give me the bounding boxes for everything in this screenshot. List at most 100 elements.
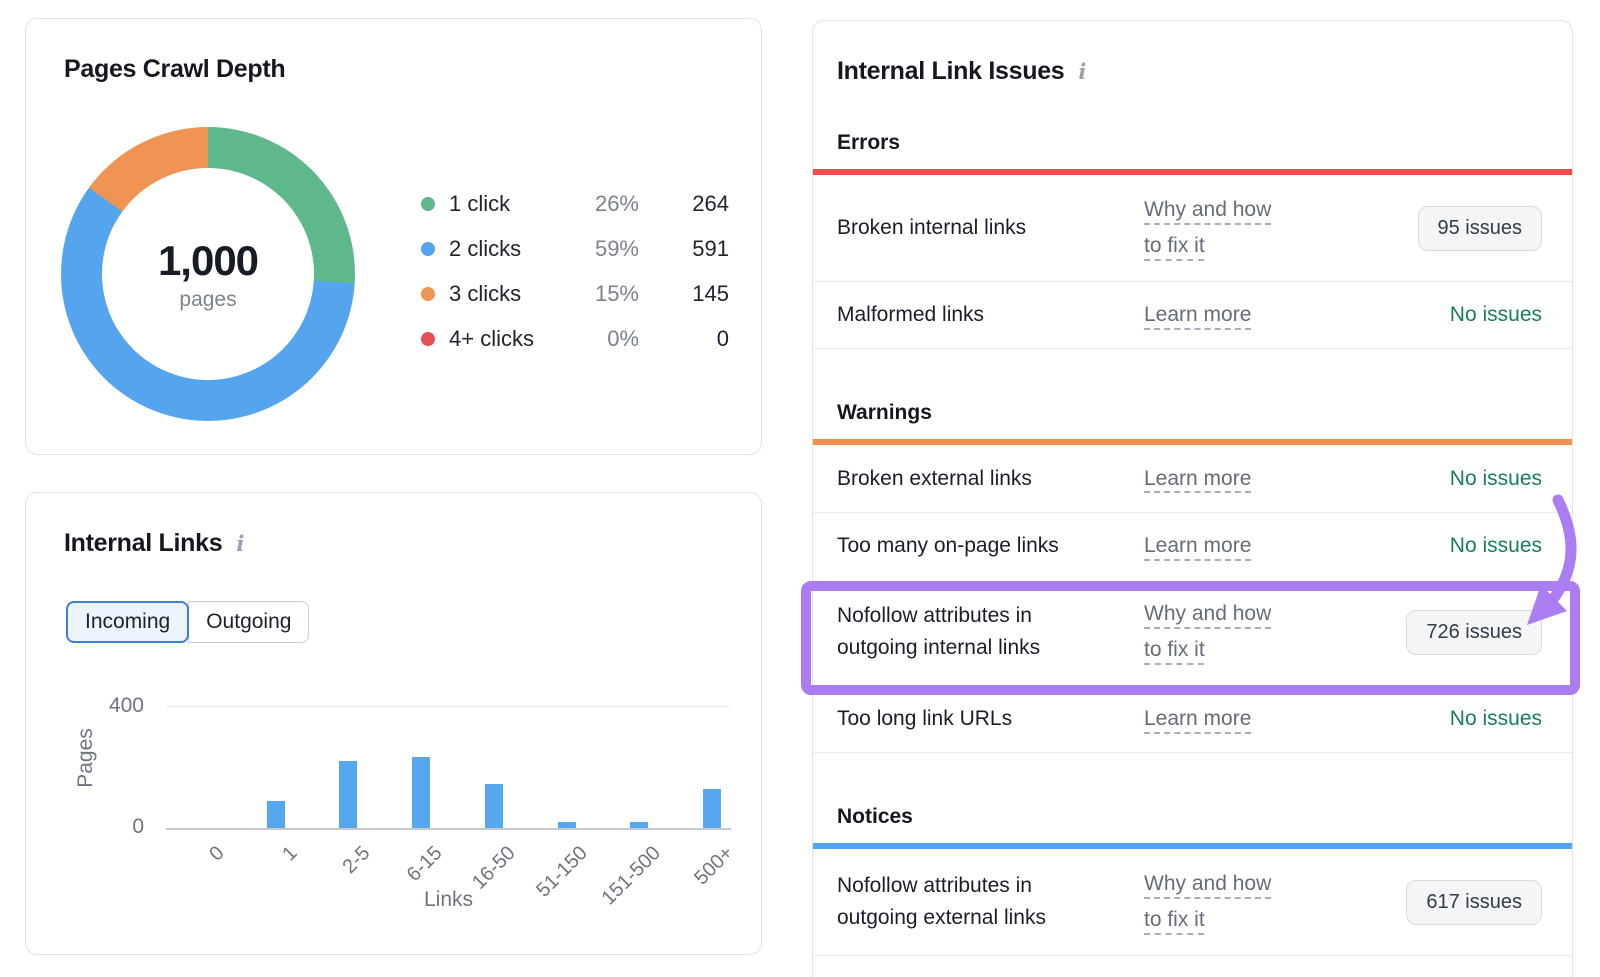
issues-count-button[interactable]: 617 issues (1406, 879, 1542, 925)
legend-count: 145 (692, 280, 729, 306)
section-rows: Broken internal links Why and how to fix … (813, 175, 1572, 349)
learn-more-link[interactable]: Learn more (1144, 707, 1252, 730)
legend-percent: 26% (594, 190, 639, 216)
issue-name: Nofollow attributes in outgoing external… (837, 874, 1046, 929)
bar (412, 757, 431, 828)
issue-name: Broken internal links (837, 216, 1027, 239)
section-header: Errors (837, 131, 901, 154)
donut-total-label: pages (179, 287, 237, 311)
legend-percent: 59% (594, 235, 639, 261)
learn-more-link[interactable]: Learn more (1144, 466, 1252, 490)
issue-name: Broken external links (837, 466, 1032, 490)
no-issues-text: No issues (1449, 707, 1542, 730)
legend-item: 2 clicks 59% 591 (421, 226, 729, 271)
legend-dot (421, 286, 435, 301)
y-tick-400: 400 (108, 694, 144, 717)
section-header: Notices (837, 805, 913, 828)
legend-label: 1 click (449, 190, 511, 216)
issue-name: Nofollow attributes in outgoing internal… (837, 604, 1041, 659)
y-axis-label: Pages (74, 728, 97, 788)
pages-crawl-depth-title: Pages Crawl Depth (64, 55, 286, 83)
info-icon[interactable]: i (236, 531, 245, 556)
section-rows: Nofollow attributes in outgoing external… (813, 849, 1572, 956)
why-and-how-to-fix-it-link[interactable]: Why and how to fix it (1144, 602, 1272, 661)
issue-row: Broken external links Learn more No issues (813, 445, 1572, 512)
issue-row: Nofollow attributes in outgoing internal… (801, 579, 1580, 695)
section-rows: Broken external links Learn more No issues… (801, 445, 1580, 753)
issue-row: Malformed links Learn more No issues (813, 281, 1572, 348)
internal-links-card: Internal Links i Incoming Outgoing 400 0 … (25, 492, 762, 955)
donut-total-value: 1,000 (157, 236, 259, 284)
x-tick-label: 16-50 (467, 842, 520, 894)
crawl-depth-legend: 1 click 26% 264 2 clicks 59% 591 3 clicks 15% 14… (421, 181, 729, 361)
clipped-row (813, 956, 1572, 977)
learn-more-link[interactable]: Learn more (1144, 534, 1252, 557)
pages-crawl-depth-card: Pages Crawl Depth 1,000 pages 1 click 26%… (25, 18, 762, 455)
section-warnings: Warnings Broken external links Learn more N… (801, 399, 1580, 753)
donut-center: 1,000 pages (61, 127, 355, 421)
legend-percent: 15% (594, 280, 639, 306)
legend-dot (421, 331, 435, 346)
bar (630, 822, 649, 828)
section-header: Warnings (837, 401, 932, 424)
internal-links-title-text: Internal Links (64, 529, 223, 557)
info-icon[interactable]: i (1078, 59, 1087, 84)
incoming-outgoing-tabs: Incoming Outgoing (66, 601, 310, 643)
issues-count-button[interactable]: 95 issues (1417, 205, 1542, 251)
bar (484, 784, 503, 828)
internal-link-issues-card: Internal Link Issues i Errors Broken inter… (801, 20, 1580, 977)
tab-outgoing[interactable]: Outgoing (188, 601, 310, 643)
legend-count: 264 (692, 190, 729, 216)
legend-count: 591 (692, 235, 729, 261)
legend-percent: 0% (607, 325, 639, 351)
legend-item: 4+ clicks 0% 0 (421, 316, 729, 361)
section-color-bar (813, 439, 1572, 445)
x-tick-label: 2-5 (337, 842, 374, 878)
issue-row: Broken internal links Why and how to fix … (813, 175, 1572, 281)
legend-label: 3 clicks (449, 280, 522, 306)
no-issues-text: No issues (1449, 466, 1542, 490)
issue-name: Too long link URLs (837, 707, 1013, 730)
internal-link-issues-title-text: Internal Link Issues (837, 57, 1065, 85)
learn-more-link[interactable]: Learn more (1144, 303, 1252, 326)
legend-count: 0 (716, 325, 729, 351)
x-axis-line (166, 828, 731, 830)
why-and-how-to-fix-it-link[interactable]: Why and how to fix it (1144, 198, 1272, 257)
tab-incoming[interactable]: Incoming (66, 601, 190, 643)
section-errors: Errors Broken internal links Why and how t… (813, 129, 1572, 349)
x-tick-label: 500+ (690, 842, 738, 890)
issue-row: Too long link URLs Learn more No issues (813, 685, 1572, 752)
no-issues-text: No issues (1449, 303, 1542, 326)
legend-label: 2 clicks (449, 235, 522, 261)
internal-links-title: Internal Links i (64, 529, 244, 558)
links-bar-chart: 0 1 2-5 6-15 16-50 51-150 151-500 500+ (166, 706, 737, 909)
bar (702, 789, 721, 828)
why-and-how-to-fix-it-link[interactable]: Why and how to fix it (1144, 872, 1272, 931)
issues-count-button[interactable]: 726 issues (1406, 609, 1542, 655)
y-tick-0: 0 (132, 815, 144, 838)
bar (266, 801, 285, 828)
issue-row: Too many on-page links Learn more No issue… (813, 512, 1572, 579)
legend-item: 3 clicks 15% 145 (421, 271, 729, 316)
x-tick-label: 1 (277, 842, 302, 866)
section-color-bar (813, 169, 1572, 175)
issue-name: Malformed links (837, 303, 985, 326)
section-notices: Notices Nofollow attributes in outgoing e… (813, 803, 1572, 956)
donut-hole (102, 168, 314, 380)
legend-dot (421, 196, 435, 211)
legend-dot (421, 241, 435, 256)
section-color-bar (813, 843, 1572, 849)
bar (339, 761, 358, 828)
internal-link-issues-title: Internal Link Issues i (837, 57, 1086, 86)
no-issues-text: No issues (1449, 534, 1542, 557)
x-axis-label: Links (423, 888, 474, 911)
legend-label: 4+ clicks (449, 325, 534, 351)
x-tick-label: 6-15 (402, 842, 447, 886)
issues-sections: Errors Broken internal links Why and how t… (801, 117, 1580, 977)
issue-row: Nofollow attributes in outgoing external… (813, 849, 1572, 955)
issue-name: Too many on-page links (837, 534, 1059, 557)
legend-item: 1 click 26% 264 (421, 181, 729, 226)
bar (557, 822, 576, 828)
x-tick-label: 0 (205, 842, 229, 866)
